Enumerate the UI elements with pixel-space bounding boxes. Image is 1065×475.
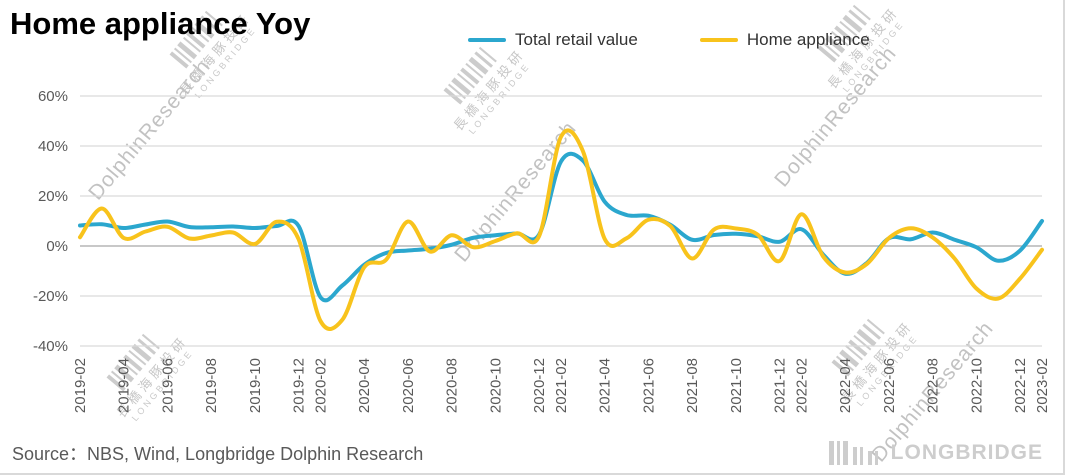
x-axis-label: 2021-06	[640, 358, 657, 413]
legend-item-total-retail-value: Total retail value	[468, 30, 638, 50]
x-axis-label: 2019-04	[116, 358, 133, 413]
y-axis-label: 40%	[38, 138, 68, 155]
x-axis-label: 2022-02	[794, 358, 811, 413]
y-axis-label: -40%	[33, 338, 68, 355]
legend-swatch	[699, 38, 738, 42]
x-axis-label: 2020-02	[313, 358, 330, 413]
x-axis-label: 2020-12	[531, 358, 548, 413]
x-axis-label: 2020-06	[400, 358, 417, 413]
x-axis-label: 2019-02	[72, 358, 89, 413]
x-axis-label: 2021-12	[772, 358, 789, 413]
x-axis-label: 2021-10	[728, 358, 745, 413]
y-axis-label: 60%	[38, 88, 68, 105]
x-axis-label: 2020-08	[444, 358, 461, 413]
line-chart: 60% 40% 20% 0% -20% -40%2019-02 2019-04 2019-06…	[33, 88, 1051, 413]
x-axis-label: 2019-12	[291, 358, 308, 413]
logo-text: LONGBRIDGE	[890, 441, 1043, 464]
legend-label: Home appliance	[746, 30, 870, 49]
x-axis-label: 2022-12	[1012, 358, 1029, 413]
y-axis-label: 20%	[38, 188, 68, 205]
x-axis-label: 2022-08	[925, 358, 942, 413]
x-axis-label: 2021-08	[684, 358, 701, 413]
page-title: Home appliance Yoy	[10, 6, 311, 41]
x-axis-label: 2020-10	[487, 358, 504, 413]
x-axis-label: 2019-10	[247, 358, 264, 413]
series-line	[78, 128, 1044, 331]
y-axis-label: 0%	[46, 238, 68, 255]
x-axis-label: 2022-04	[837, 358, 854, 413]
legend-swatch	[468, 38, 506, 42]
x-axis-label: 2021-02	[553, 358, 570, 413]
x-axis-label: 2022-10	[968, 358, 985, 413]
x-axis-label: 2022-06	[881, 358, 898, 413]
logo-bars-icon	[828, 441, 878, 465]
legend-item-home-appliance: Home appliance	[699, 30, 870, 50]
y-axis-label: -20%	[33, 288, 68, 305]
source-note: Source：NBS, Wind, Longbridge Dolphin Res…	[12, 444, 424, 464]
x-axis-label: 2020-04	[356, 358, 373, 413]
x-axis-label: 2023-02	[1034, 358, 1051, 413]
x-axis-label: 2019-06	[159, 358, 176, 413]
legend-label: Total retail value	[515, 30, 638, 49]
longbridge-logo: LONGBRIDGE	[828, 441, 1043, 465]
series-line	[78, 151, 1044, 303]
x-axis-label: 2019-08	[203, 358, 220, 413]
x-axis-label: 2021-04	[597, 358, 614, 413]
chart-legend: Total retail value Home appliance	[468, 30, 870, 50]
